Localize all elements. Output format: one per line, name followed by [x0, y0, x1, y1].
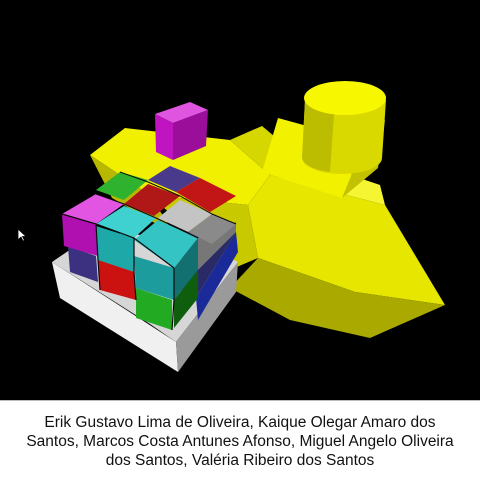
tray-side: [176, 262, 238, 372]
cube-purple-top: [148, 166, 200, 192]
cube-magenta-top: [62, 194, 124, 224]
cube-magenta-front: [62, 214, 98, 256]
machine-underside: [230, 258, 445, 338]
cube-red-low: [98, 260, 136, 300]
cube-green-low: [136, 288, 172, 330]
cube-cyan-side: [174, 238, 198, 300]
cube-cyan-top-right: [134, 220, 198, 268]
mouse-pointer-icon: [17, 228, 27, 242]
cube-green-top: [96, 172, 148, 200]
puzzle-cube-assembly: [61, 166, 238, 331]
credits-panel: Erik Gustavo Lima de Oliveira, Kaique Ol…: [0, 400, 480, 480]
floating-magenta-cube: [155, 102, 208, 160]
tray-front: [52, 262, 178, 372]
machine-top-panel: [90, 128, 270, 205]
cube-purple-low: [68, 246, 98, 282]
cube-cyan-front-left: [96, 226, 134, 272]
cube-cyan-top-left: [96, 206, 156, 238]
cylinder-top: [304, 81, 386, 115]
cylinder-shade: [302, 100, 334, 172]
credits-text: Erik Gustavo Lima de Oliveira, Kaique Ol…: [26, 414, 454, 469]
cube-gray-top: [158, 200, 212, 232]
3d-viewport[interactable]: [0, 0, 480, 400]
cube-darkred-top: [124, 184, 180, 216]
cube-blue-side: [196, 232, 238, 320]
cube-cyan-front-right: [134, 256, 174, 300]
cube-red-top: [176, 178, 236, 212]
machine-sloped-body: [248, 175, 445, 305]
